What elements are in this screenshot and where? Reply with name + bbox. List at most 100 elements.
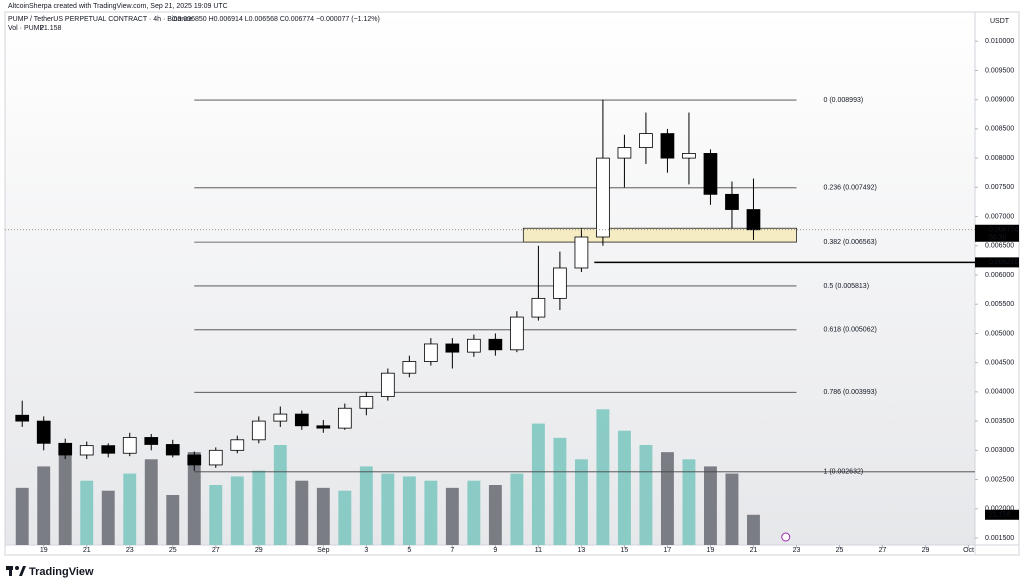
volume-bar [596,409,610,545]
candle-body [703,153,718,195]
fib-label: 0.236 (0.007492) [823,185,876,192]
volume-bar [553,437,567,545]
y-tick-label: 0.006000 [985,272,1014,279]
x-tick-label: 25 [836,547,844,554]
y-tick-label: 0.003500 [985,418,1014,425]
candle-body [273,413,288,422]
price-axis-background [975,12,1019,545]
volume-bar [80,480,94,545]
volume-bar [467,480,481,545]
chart-frame [4,11,1020,556]
volume-bar [445,487,459,545]
candle-body [510,316,524,351]
candle-body [208,449,223,466]
volume-bar [187,452,201,545]
fib-label: 0.382 (0.006563) [823,239,876,246]
x-tick-label: 3 [364,547,368,554]
candle-body [316,425,331,429]
y-tick-label: 0.009000 [985,97,1014,104]
symbol: PUMP / TetherUS PERPETUAL CONTRACT · 4h … [8,16,193,23]
volume-bar [37,466,51,545]
volume-bar [338,490,352,545]
candle-body [294,413,309,427]
y-tick-label: 0.008500 [985,126,1014,133]
brand-logo: TradingView [6,566,94,578]
candle-body [359,396,374,409]
x-tick-label: 21 [83,547,91,554]
volume-bar [316,487,330,545]
candle-body [187,454,202,466]
candle-body [402,361,417,374]
volume-bar [209,485,223,545]
x-tick-label: 23 [126,547,134,554]
volume-bar [58,445,72,545]
volume-bar [510,473,524,545]
fib-label: 0 (0.008993) [823,97,863,104]
x-tick-label: 27 [212,547,220,554]
candle-body [574,236,589,269]
candle-body [79,445,94,456]
candle-body [445,343,460,353]
x-tick-label: 9 [493,547,497,554]
volume-bar [101,490,115,545]
level-tag-label: 0.006216 [989,259,1018,266]
x-tick-label: 13 [578,547,586,554]
candle-body [467,338,481,353]
x-tick-label: 5 [407,547,411,554]
y-tick-label: 0.007000 [985,213,1014,220]
volume-bar [359,466,373,545]
volume-bar [725,473,739,545]
x-tick-label: 21 [750,547,758,554]
x-tick-label: 17 [664,547,672,554]
volume-bar [574,459,588,545]
y-tick-label: 0.010000 [985,38,1014,45]
volume-bar [488,485,502,545]
last-price-tag [975,224,1019,242]
candle-body [380,372,395,397]
volume-bar [123,473,137,545]
candle-body [553,267,567,299]
y-tick-label: 0.009500 [985,67,1014,74]
volume-legend: Vol · PUMP [8,25,45,32]
event-marker [781,532,791,542]
candle-body [596,157,610,238]
candle-body [230,439,245,451]
x-tick-label: 29 [255,547,263,554]
volume-bar [531,423,545,545]
candle-body [639,133,653,148]
logo-stem [9,566,12,576]
x-tick-label: Oct [963,547,974,554]
y-tick-label: 0.006500 [985,243,1014,250]
y-tick-label: 0.002500 [985,476,1014,483]
candle-body [725,193,739,210]
volume-bar [273,445,287,545]
candle-body [682,153,696,159]
y-tick-label: 0.002000 [985,506,1014,513]
candle-body [424,343,438,362]
fib-label: 0.5 (0.005813) [823,283,869,290]
volume-bar [617,430,631,545]
x-tick-label: 25 [169,547,177,554]
countdown: 50:30 [989,235,1007,242]
candle-body [15,414,30,422]
candle-body [122,437,137,454]
y-tick-label: 0.005500 [985,301,1014,308]
x-tick-label: 7 [450,547,454,554]
volume-bar [402,476,416,545]
logo-dot [15,566,19,570]
volume-bar [15,487,29,545]
candle-body [337,407,352,429]
volume-bar [252,470,266,545]
candle-body [36,420,51,444]
credit: AltcoinSherpa created with TradingView.c… [8,3,228,10]
y-tick-label: 0.007500 [985,184,1014,191]
fib-label: 0.786 (0.003993) [823,389,876,396]
candle-body [746,209,761,231]
y-tick-label: 0.003000 [985,447,1014,454]
volume-bar [704,466,717,545]
x-tick-label: 29 [922,547,930,554]
volume-bar [424,480,438,545]
volume-tag [985,509,1019,520]
plot-background [5,12,975,545]
